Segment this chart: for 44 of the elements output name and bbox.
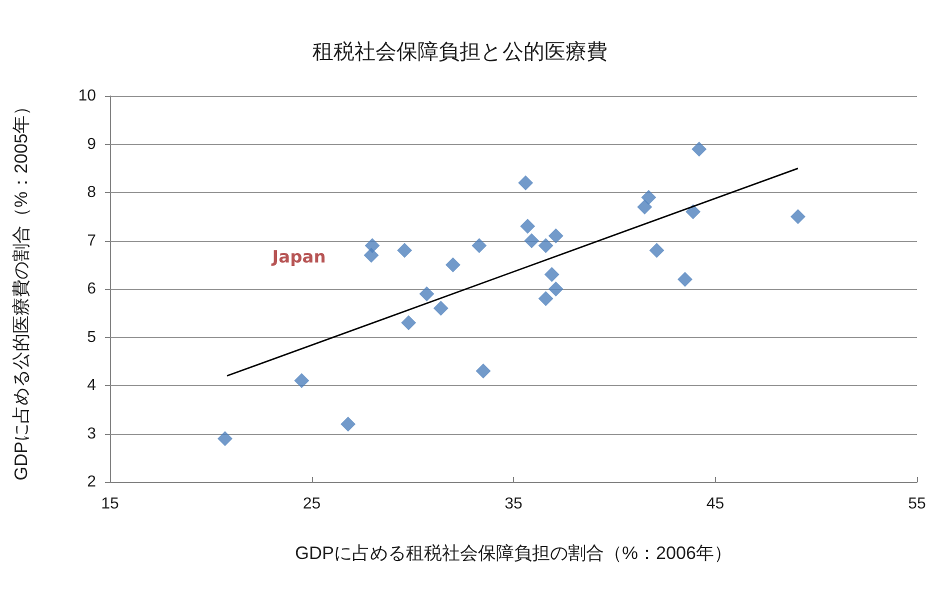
- point: [445, 257, 460, 272]
- y-tick-label: 5: [87, 328, 96, 346]
- point: [419, 286, 434, 302]
- point: [637, 199, 652, 214]
- x-tick-label: 45: [706, 496, 724, 512]
- y-tick-label: 9: [87, 136, 96, 153]
- point: [217, 431, 232, 446]
- point: [790, 209, 806, 224]
- point: [524, 233, 540, 248]
- y-axis-title: GDPに占める公的医療費の割合（%：2005年）: [11, 97, 31, 481]
- point: [472, 238, 487, 254]
- point: [401, 315, 416, 330]
- y-tick-label: 2: [87, 474, 96, 490]
- y-tick-label: 8: [87, 184, 96, 201]
- x-tick-label: 25: [302, 496, 321, 512]
- point: [692, 142, 707, 157]
- y-tick-label: 7: [87, 232, 96, 250]
- x-axis-title: GDPに占める租税社会保障負担の割合（%：2006年）: [294, 543, 732, 563]
- point: [649, 242, 664, 258]
- point: [538, 238, 554, 254]
- y-tick-label: 6: [87, 280, 96, 298]
- y-tick-label: 4: [87, 377, 96, 394]
- point: [538, 291, 554, 306]
- x-tick-label: 15: [101, 496, 119, 512]
- point: [544, 267, 560, 282]
- y-tick-label: 3: [87, 425, 96, 442]
- x-tick-label: 35: [504, 496, 522, 512]
- point: [294, 373, 310, 388]
- chart-title: 租税社会保障負担と公的医療費: [312, 40, 608, 64]
- point: [686, 204, 701, 220]
- point: [364, 248, 379, 263]
- point: [520, 218, 536, 234]
- x-tick-label: 55: [908, 496, 926, 512]
- point: [397, 242, 412, 258]
- point: [518, 175, 534, 190]
- point: [677, 272, 692, 287]
- point: [641, 190, 656, 205]
- point: [340, 416, 356, 432]
- point: [476, 364, 491, 379]
- point: [433, 300, 448, 316]
- point: [548, 228, 564, 244]
- annotation: Japan: [271, 248, 326, 268]
- point: [548, 282, 564, 296]
- y-tick-label: 10: [78, 88, 96, 104]
